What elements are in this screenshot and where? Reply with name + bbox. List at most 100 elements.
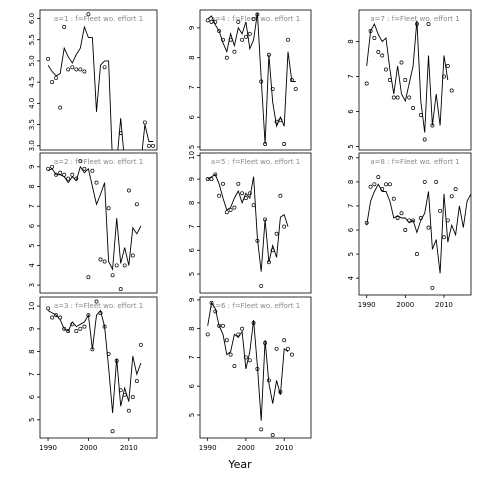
observed-point <box>106 351 111 356</box>
observed-point <box>224 210 229 215</box>
observed-point <box>50 164 55 169</box>
observed-point <box>236 181 241 186</box>
observed-point <box>395 216 400 220</box>
observed-point <box>282 224 287 229</box>
observed-point <box>236 332 241 337</box>
observed-point <box>442 235 446 240</box>
observed-point <box>293 86 298 91</box>
panel-8: a=6 : f=Fleet wo. effort 1 5 6 7 8 9 1990 2000 2… <box>188 296 312 452</box>
observed-point <box>240 191 245 196</box>
panel-frame <box>39 296 158 439</box>
observed-point <box>228 352 233 357</box>
observed-point <box>74 329 79 334</box>
observed-point <box>278 193 283 198</box>
x-tick-label: 2000 <box>237 444 255 452</box>
observed-point <box>205 18 210 23</box>
observed-point <box>46 166 51 171</box>
observed-point <box>278 390 283 394</box>
observed-point <box>430 123 435 128</box>
observed-point <box>209 19 214 24</box>
observed-point <box>403 78 408 82</box>
y-tick-label: 9 <box>188 177 196 181</box>
observed-point <box>232 364 237 369</box>
observed-point <box>270 248 275 253</box>
observed-point <box>70 322 75 327</box>
panel-frame <box>39 152 158 294</box>
panel-7: a=3 : f=Fleet wo. effort 1 5 6 7 8 9 10 1990 200… <box>28 296 158 452</box>
y-tick-label: 8 <box>28 184 36 188</box>
observed-point <box>266 52 271 57</box>
observed-point <box>445 218 450 223</box>
y-tick-label: 3.5 <box>28 119 36 130</box>
observed-point <box>126 188 131 193</box>
y-tick-label: 9 <box>28 327 36 331</box>
observed-point <box>274 231 279 236</box>
observed-point <box>259 427 264 432</box>
y-tick-label: 5 <box>347 252 355 256</box>
observed-point <box>240 326 245 331</box>
observed-point <box>232 49 237 54</box>
y-tick-label: 6 <box>28 394 36 399</box>
observed-point <box>126 408 131 413</box>
panel-title: a=6 : f=Fleet wo. effort 1 <box>211 302 300 310</box>
observed-point <box>134 202 139 207</box>
observed-point <box>274 119 279 124</box>
observed-point <box>228 207 233 212</box>
y-tick-label: 5.5 <box>28 34 36 45</box>
y-tick-label: 6 <box>347 109 355 114</box>
observed-point <box>213 172 218 177</box>
observed-point <box>411 218 416 223</box>
observed-point <box>387 182 392 187</box>
observed-point <box>221 37 225 42</box>
observed-point <box>86 275 91 280</box>
observed-point <box>66 67 71 72</box>
observed-point <box>82 166 87 171</box>
y-tick-label: 6 <box>28 223 36 228</box>
y-tick-label: 4 <box>347 275 355 280</box>
y-tick-label: 7 <box>347 204 355 208</box>
observed-point <box>399 60 404 65</box>
observed-point <box>213 309 218 314</box>
panel-3: a=7 : f=Fleet wo. effort 1 5 6 7 8 <box>347 9 472 151</box>
observed-point <box>251 203 256 208</box>
y-tick-label: 7 <box>188 355 196 359</box>
observed-point <box>58 315 63 320</box>
y-tick-label: 8 <box>188 55 196 59</box>
observed-point <box>114 263 119 268</box>
fitted-line <box>47 309 142 414</box>
fitted-line <box>207 301 289 421</box>
y-tick-label: 9 <box>347 156 355 160</box>
panel-title: a=2 : f=Fleet wo. effort 1 <box>54 158 143 166</box>
observed-point <box>255 12 260 17</box>
observed-point <box>368 184 373 189</box>
observed-point <box>387 78 392 82</box>
panel-1: a=1 : f=Fleet wo. effort 1 3.0 3.5 4.0 4.5 5.… <box>28 9 158 151</box>
observed-point <box>74 176 79 181</box>
observed-point <box>251 16 256 21</box>
observed-point <box>243 355 248 360</box>
observed-point <box>247 358 252 363</box>
observed-point <box>266 260 271 265</box>
panel-frame <box>199 9 312 151</box>
observed-point <box>426 22 431 26</box>
y-tick-label: 9 <box>188 26 196 30</box>
observed-point <box>110 429 115 434</box>
observed-point <box>54 172 59 177</box>
panel-6: a=8 : f=Fleet wo. effort 1 4 5 6 7 8 9 1990 2000… <box>347 152 472 309</box>
observed-point <box>442 74 446 79</box>
observed-point <box>205 332 210 337</box>
panel-frame <box>199 296 312 439</box>
observed-point <box>426 225 431 230</box>
observed-point <box>263 217 268 222</box>
observed-point <box>54 75 59 80</box>
x-tick-label: 1990 <box>358 301 376 309</box>
observed-point <box>66 329 71 334</box>
x-tick-label: 1990 <box>39 444 57 452</box>
observed-point <box>403 228 408 232</box>
observed-point <box>70 65 75 70</box>
observed-point <box>146 143 151 148</box>
observed-point <box>66 176 71 181</box>
observed-point <box>217 28 222 33</box>
